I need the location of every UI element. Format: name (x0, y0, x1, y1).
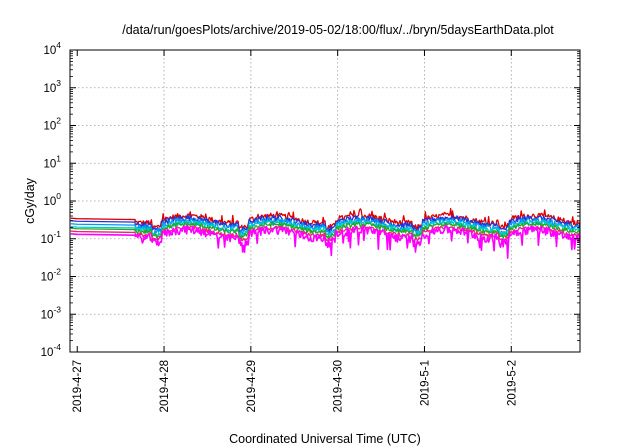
series-line (70, 221, 581, 239)
y-tick-base: 10 (43, 196, 56, 208)
x-tick-label: 2019-4-29 (246, 360, 258, 412)
y-tick-exponent: -1 (53, 229, 61, 239)
x-tick-label: 2019-4-28 (159, 360, 171, 412)
y-tick-exponent: 2 (56, 116, 61, 126)
y-tick-label: 10-2 (41, 267, 62, 284)
y-tick-label: 102 (43, 116, 61, 133)
y-tick-base: 10 (43, 158, 56, 170)
y-tick-label: 101 (43, 153, 61, 170)
y-tick-exponent: 0 (56, 191, 61, 201)
x-axis-label: Coordinated Universal Time (UTC) (229, 432, 421, 446)
y-tick-exponent: -4 (53, 342, 61, 352)
x-tick-label: 2019-5-1 (419, 360, 431, 406)
chart-title: /data/run/goesPlots/archive/2019-05-02/1… (122, 23, 554, 37)
y-tick-label: 100 (43, 191, 61, 208)
y-tick-label: 10-4 (41, 342, 62, 359)
x-tick-label: 2019-5-2 (506, 360, 518, 406)
data-series (70, 208, 581, 259)
y-tick-base: 10 (41, 347, 54, 359)
y-tick-exponent: -2 (53, 267, 61, 277)
grid-lines (70, 50, 580, 352)
y-tick-label: 10-3 (41, 304, 62, 321)
y-tick-base: 10 (41, 272, 54, 284)
y-tick-base: 10 (43, 83, 56, 95)
series-line (70, 214, 581, 234)
y-tick-exponent: 1 (56, 153, 61, 163)
y-axis-label: cGy/day (23, 177, 37, 224)
series-line (70, 224, 581, 259)
y-tick-base: 10 (43, 121, 56, 133)
y-tick-label: 104 (43, 40, 61, 57)
y-tick-exponent: 4 (56, 40, 61, 50)
y-tick-exponent: 3 (56, 78, 61, 88)
y-tick-label: 103 (43, 78, 61, 95)
y-tick-exponent: -3 (53, 304, 61, 314)
x-tick-label: 2019-4-30 (333, 360, 345, 412)
y-tick-label: 10-1 (41, 229, 62, 246)
x-axis: 2019-4-27 2019-4-28 2019-4-29 2019-4-30 2019… (72, 50, 518, 412)
y-tick-base: 10 (41, 234, 54, 246)
y-tick-base: 10 (41, 309, 54, 321)
y-tick-base: 10 (43, 45, 56, 57)
x-tick-label: 2019-4-27 (72, 360, 84, 412)
